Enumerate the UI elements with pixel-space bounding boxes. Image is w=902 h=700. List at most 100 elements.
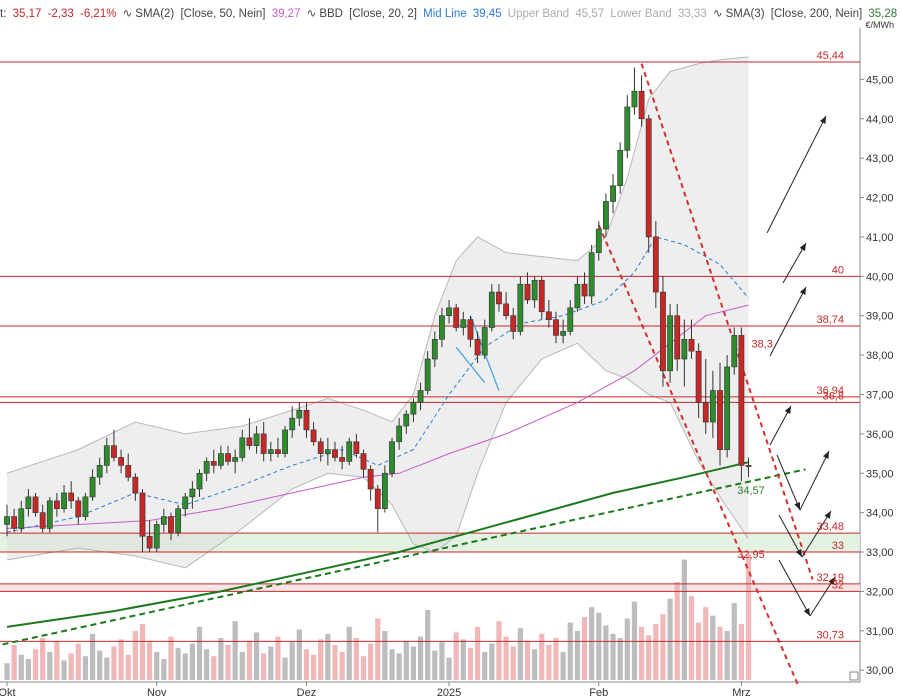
volume-bar: [296, 629, 302, 680]
candle-body: [246, 437, 253, 446]
y-tick-label: 38,00: [866, 350, 894, 362]
scenario-arrow: [778, 559, 811, 617]
scenario-arrowhead: [819, 116, 826, 124]
volume-bar: [524, 640, 531, 680]
legend-sma2-params: [Close, 200, Nein]: [770, 8, 863, 20]
candle-body: [118, 457, 124, 466]
volume-bar: [189, 643, 195, 680]
candle-body: [496, 291, 502, 305]
candle-body: [317, 441, 324, 454]
candle-body: [631, 90, 638, 108]
volume-bar: [282, 657, 288, 680]
candle-body: [681, 339, 688, 360]
candle-body: [4, 516, 10, 525]
candle-body: [431, 339, 438, 360]
volume-bar: [61, 660, 67, 680]
candle-body: [389, 441, 395, 474]
y-tick-label: 42,00: [866, 193, 894, 205]
legend-bbd-icon: ∿: [306, 8, 317, 20]
volume-bar: [546, 645, 552, 680]
volume-bar: [339, 652, 345, 680]
sma200-line: [6, 461, 749, 628]
volume-bar: [710, 615, 716, 680]
volume-bar: [596, 612, 602, 680]
candle-body: [695, 350, 702, 403]
volume-bar: [482, 652, 488, 680]
candle-body: [175, 508, 182, 533]
candle-body: [353, 441, 360, 454]
candle-body: [296, 409, 303, 419]
candle-body: [303, 409, 310, 431]
legend-upper-label: Upper Band: [507, 8, 570, 20]
volume-bar: [353, 638, 359, 680]
scenario-arrow: [769, 405, 792, 446]
candle-body: [702, 402, 709, 423]
candle-body: [660, 291, 666, 372]
level-label: 38,74: [816, 314, 844, 326]
volume-bar: [360, 656, 367, 680]
volume-bar: [218, 638, 224, 680]
legend-upper-value: 45,57: [575, 8, 605, 20]
legend-bbd-label: BBD: [319, 8, 343, 20]
volume-bar: [154, 652, 160, 680]
level-label: 36,8: [823, 390, 844, 402]
volume-bar: [246, 640, 253, 680]
candle-body: [638, 90, 645, 120]
candle-body: [324, 449, 331, 454]
candle-body: [538, 279, 545, 313]
candle-body: [396, 425, 403, 443]
volume-bar: [610, 633, 616, 680]
volume-bar: [410, 646, 417, 680]
volume-bar: [681, 559, 687, 680]
scenario-arrow: [809, 576, 836, 617]
price-annotation: 38,3: [752, 338, 773, 350]
scenario-arrowhead: [828, 577, 835, 585]
y-tick-label: 37,00: [866, 389, 894, 401]
candle-body: [18, 508, 25, 529]
bollinger-upper-line: [6, 56, 749, 474]
candle-body: [474, 339, 481, 356]
volume-bar: [211, 656, 217, 680]
candle-body: [381, 472, 388, 509]
candle-body: [453, 307, 460, 328]
volume-bar: [717, 626, 723, 680]
volume-bar: [346, 626, 352, 680]
candle-body: [89, 476, 96, 498]
candle-body: [282, 429, 288, 454]
volume-bar: [11, 645, 17, 680]
volume-bar: [674, 582, 680, 680]
candle-body: [46, 500, 53, 529]
volume-bar: [268, 646, 274, 680]
candle-body: [545, 311, 552, 320]
volume-bar: [453, 632, 459, 680]
volume-bar: [474, 626, 481, 680]
volume-bar: [589, 607, 595, 680]
volume-bar: [631, 601, 638, 680]
x-tick-label: Mrz: [732, 687, 750, 699]
volume-bar: [168, 636, 174, 680]
candle-body: [253, 433, 260, 446]
scenario-arrow: [766, 115, 827, 234]
volume-bar: [68, 653, 74, 680]
scenario-arrowhead: [824, 511, 831, 519]
candle-body: [688, 339, 695, 352]
level-label: 40: [832, 264, 844, 276]
scenario-arrow: [769, 286, 807, 357]
volume-bar: [439, 642, 445, 680]
candle-body: [260, 433, 267, 454]
legend-sma1-value: 39,27: [271, 8, 301, 20]
red-channel-lower-line: [597, 224, 800, 687]
candle-body: [210, 461, 217, 466]
candle-body: [218, 453, 224, 466]
candle-body: [103, 445, 110, 466]
candle-body: [488, 291, 495, 328]
candle-body: [731, 335, 738, 368]
candle-body: [153, 524, 160, 549]
candle-body: [139, 492, 146, 537]
candle-body: [203, 461, 210, 474]
volume-bar: [261, 653, 267, 680]
candle-body: [460, 319, 467, 328]
volume-bar: [82, 656, 89, 680]
volume-bar: [118, 639, 124, 680]
